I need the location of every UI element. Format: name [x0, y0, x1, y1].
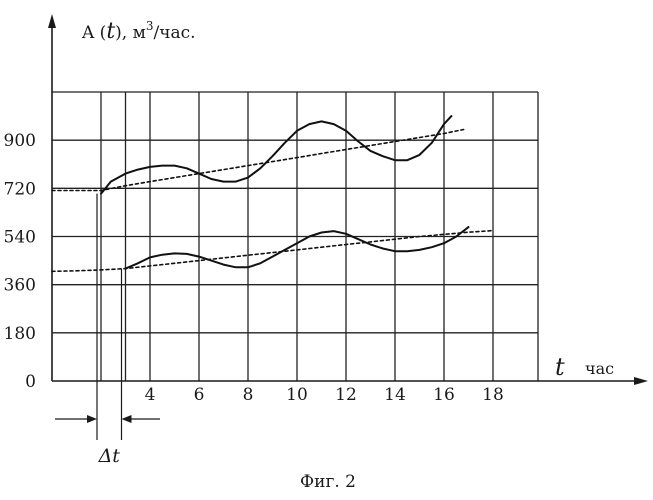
x-tick-label: 6 — [194, 385, 205, 405]
delta-left-arrowhead — [87, 415, 97, 423]
y-tick-label: 720 — [4, 179, 36, 199]
y-tick-label: 540 — [4, 228, 36, 248]
x-tick-label: 8 — [243, 385, 254, 405]
x-axis-unit: час — [585, 359, 614, 378]
delta-t-label: Δt — [98, 445, 121, 467]
y-label-var: t — [106, 19, 115, 44]
y-axis-label: A (t), м3/час. — [81, 19, 196, 44]
x-axis-variable: t — [555, 353, 565, 381]
x-axis-arrow — [634, 377, 648, 385]
y-tick-label: 180 — [4, 324, 36, 344]
y-tick-labels: 0 180 360 540 720 900 — [4, 131, 36, 392]
y-tick-label: 0 — [25, 372, 36, 392]
delta-right-arrowhead — [122, 415, 132, 423]
y-tick-label: 360 — [4, 276, 36, 296]
figure-caption: Фиг. 2 — [300, 472, 356, 492]
y-label-power: 3 — [146, 19, 154, 33]
x-tick-label: 10 — [286, 385, 308, 405]
grid — [52, 92, 538, 381]
x-tick-label: 14 — [384, 385, 406, 405]
series-line-1 — [101, 116, 451, 194]
x-tick-label: 16 — [433, 385, 455, 405]
y-tick-label: 900 — [4, 131, 36, 151]
series — [52, 116, 493, 271]
delta-t-marker: Δt — [55, 194, 160, 467]
y-axis-arrow — [48, 14, 56, 28]
x-tick-labels: 4 6 8 10 12 14 16 18 — [145, 385, 504, 405]
y-label-close: ), м — [115, 23, 146, 43]
x-tick-label: 12 — [335, 385, 357, 405]
y-label-name: A ( — [81, 23, 106, 43]
x-tick-label: 4 — [145, 385, 156, 405]
x-tick-label: 18 — [482, 385, 504, 405]
y-label-unit: /час. — [153, 23, 195, 43]
